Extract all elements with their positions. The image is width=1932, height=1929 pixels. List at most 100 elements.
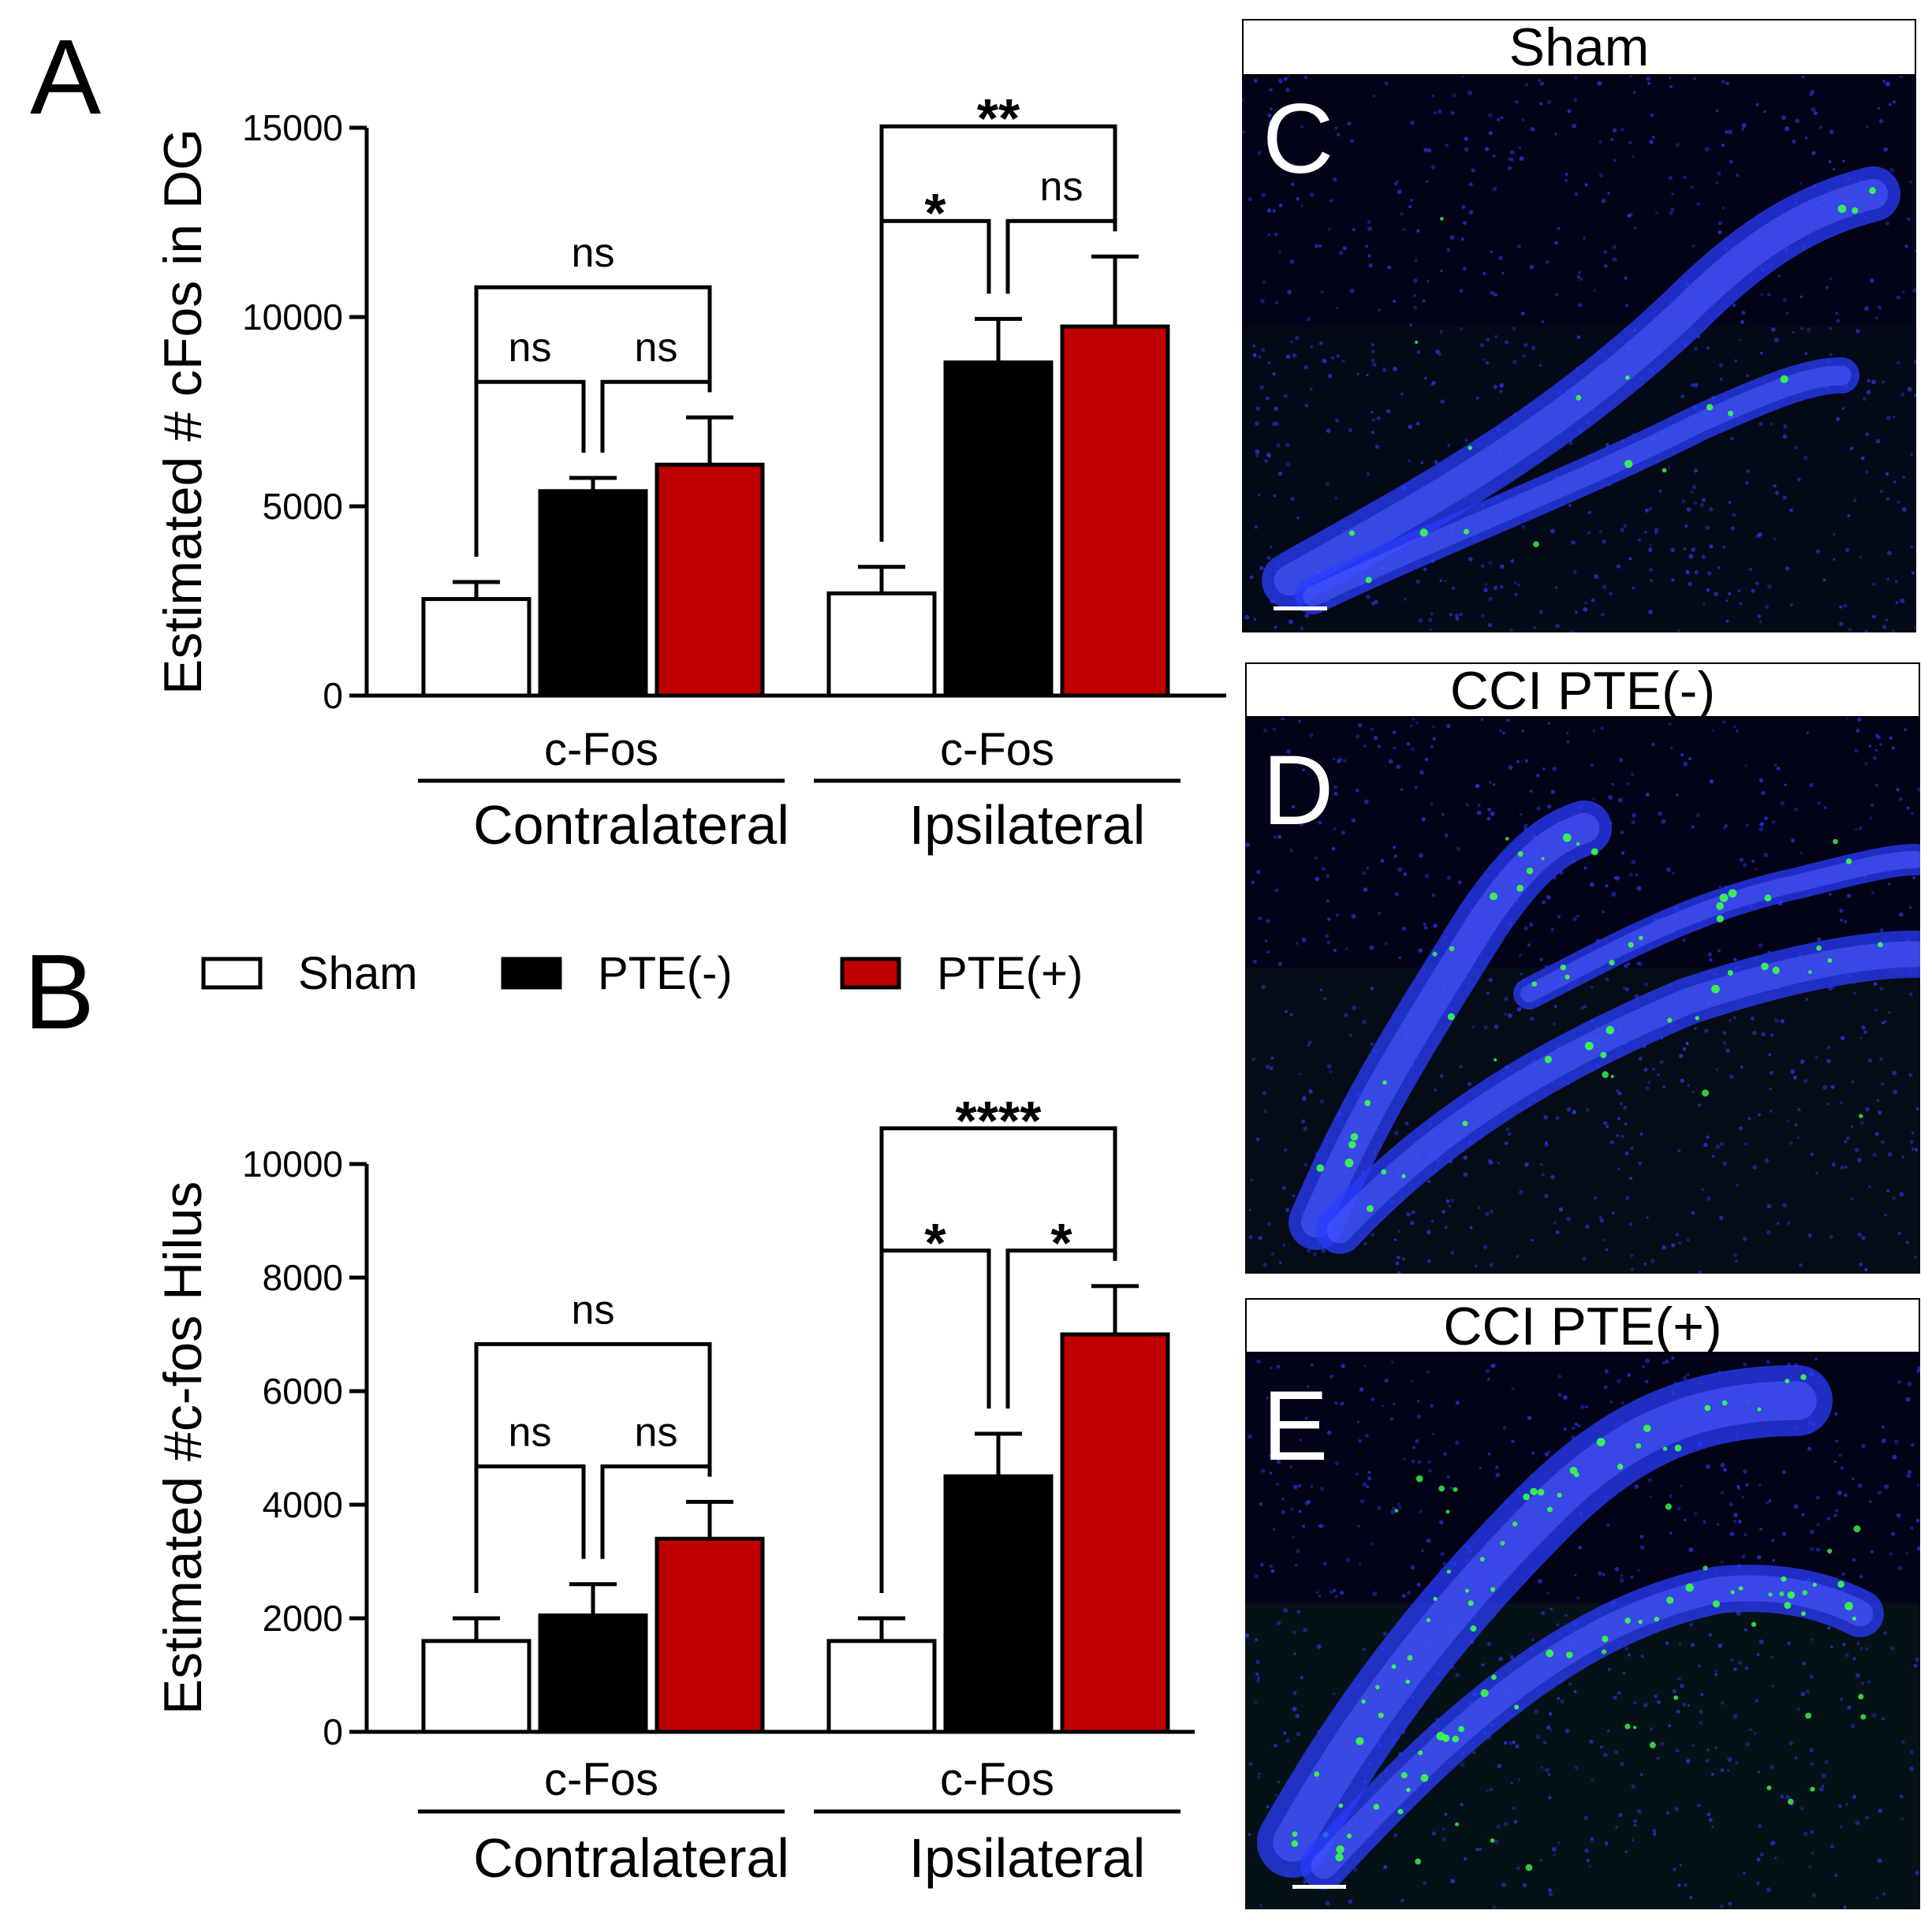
nucleus-dot (1326, 899, 1330, 903)
nucleus-dot (1683, 1518, 1687, 1522)
nucleus-dot (1751, 588, 1755, 593)
nucleus-dot (1639, 1535, 1644, 1539)
nucleus-dot (1612, 128, 1617, 132)
nucleus-dot (1672, 1689, 1677, 1694)
nucleus-dot (1735, 1761, 1739, 1765)
nucleus-dot (1905, 1552, 1908, 1555)
nucleus-dot (1852, 1477, 1855, 1480)
nucleus-dot (1665, 867, 1671, 872)
cfos-positive-cell (1730, 1590, 1735, 1595)
nucleus-dot (1435, 349, 1440, 354)
nucleus-dot (1722, 1031, 1727, 1035)
micrograph-c-scale-bar (1274, 606, 1327, 610)
nucleus-dot (1248, 1235, 1253, 1240)
nucleus-dot (1471, 1025, 1475, 1029)
nucleus-dot (1370, 727, 1374, 731)
nucleus-dot (1266, 208, 1272, 213)
nucleus-dot (1501, 1882, 1506, 1887)
nucleus-dot (1488, 131, 1493, 136)
nucleus-dot (1807, 1446, 1811, 1451)
nucleus-dot (1477, 804, 1481, 808)
nucleus-dot (1721, 144, 1725, 147)
nucleus-dot (1411, 1380, 1414, 1383)
nucleus-dot (1507, 166, 1512, 170)
nucleus-dot (1566, 1216, 1571, 1222)
nucleus-dot (1744, 1628, 1747, 1632)
nucleus-dot (1822, 578, 1826, 582)
nucleus-dot (1242, 99, 1244, 102)
nucleus-dot (1656, 1073, 1661, 1077)
nucleus-dot (1416, 1414, 1422, 1419)
nucleus-dot (1815, 1495, 1820, 1500)
nucleus-dot (1580, 1006, 1585, 1010)
nucleus-dot (1320, 290, 1324, 293)
nucleus-dot (1614, 1566, 1620, 1572)
nucleus-dot (1670, 207, 1675, 212)
nucleus-dot (1855, 828, 1858, 831)
nucleus-dot (1336, 913, 1339, 917)
nucleus-dot (1428, 1469, 1432, 1473)
nucleus-dot (1560, 1699, 1565, 1704)
sig-bracket-a (879, 124, 1117, 542)
nucleus-dot (1380, 858, 1385, 864)
nucleus-dot (1251, 344, 1256, 348)
nucleus-dot (1446, 875, 1452, 880)
nucleus-dot (1269, 1472, 1273, 1475)
nucleus-dot (1363, 887, 1368, 892)
nucleus-dot (1847, 1705, 1852, 1710)
nucleus-dot (1669, 746, 1673, 749)
nucleus-dot (1540, 1766, 1544, 1769)
cfos-positive-cell (1802, 1590, 1808, 1596)
cfos-positive-cell (1666, 1596, 1674, 1604)
micrograph-d-letter: D (1263, 736, 1334, 845)
nucleus-dot (1870, 278, 1874, 283)
nucleus-dot (1703, 1520, 1706, 1524)
nucleus-dot (1287, 289, 1292, 295)
nucleus-dot (1277, 472, 1282, 476)
nucleus-dot (1548, 1796, 1552, 1800)
nucleus-dot (1406, 1212, 1411, 1217)
nucleus-dot (1255, 453, 1259, 458)
nucleus-dot (1906, 806, 1910, 810)
nucleus-dot (1676, 793, 1679, 797)
cfos-positive-cell (1667, 1017, 1673, 1023)
nucleus-dot (1602, 1238, 1606, 1242)
nucleus-dot (1372, 94, 1376, 98)
cfos-positive-cell (1562, 833, 1572, 842)
nucleus-dot (1539, 102, 1543, 106)
nucleus-dot (1811, 1638, 1814, 1641)
nucleus-dot (1480, 613, 1485, 618)
nucleus-dot (1611, 782, 1614, 786)
nucleus-dot (1628, 1222, 1633, 1226)
nucleus-dot (1400, 788, 1404, 791)
nucleus-dot (1509, 1741, 1512, 1745)
nucleus-dot (1833, 558, 1836, 562)
nucleus-dot (1899, 797, 1903, 801)
nucleus-dot (1746, 374, 1749, 378)
nucleus-dot (1886, 416, 1891, 421)
cfos-positive-cell (1569, 1466, 1578, 1475)
nucleus-dot (1747, 1117, 1751, 1121)
nucleus-dot (1706, 571, 1712, 576)
nucleus-dot (1679, 1484, 1683, 1488)
nucleus-dot (1621, 1401, 1624, 1405)
nucleus-dot (1732, 303, 1736, 308)
nucleus-dot (1777, 274, 1781, 278)
nucleus-dot (1744, 764, 1747, 767)
nucleus-dot (1332, 1588, 1337, 1593)
nucleus-dot (1869, 816, 1873, 820)
nucleus-dot (1430, 612, 1434, 616)
nucleus-dot (1867, 379, 1870, 382)
nucleus-dot (1370, 987, 1374, 991)
nucleus-dot (1270, 107, 1273, 110)
nucleus-dot (1419, 770, 1424, 775)
cfos-positive-cell (1350, 1132, 1359, 1141)
nucleus-dot (1788, 1141, 1793, 1145)
nucleus-dot (1270, 1252, 1275, 1256)
nucleus-dot (1678, 1642, 1682, 1645)
nucleus-dot (1546, 804, 1552, 809)
nucleus-dot (1307, 1043, 1311, 1047)
nucleus-dot (1606, 1125, 1609, 1129)
nucleus-dot (1459, 289, 1464, 293)
nucleus-dot (1432, 737, 1437, 741)
